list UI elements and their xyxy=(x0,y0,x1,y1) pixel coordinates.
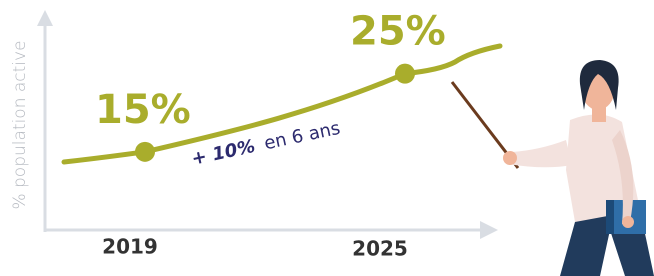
x-tick-label: 2025 xyxy=(352,237,408,261)
trend-lead xyxy=(64,152,145,162)
chart: % population active 15% 2019 25% 2025 + 10%… xyxy=(0,0,654,276)
x-tick-label: 2019 xyxy=(102,235,158,259)
value-label: 25% xyxy=(350,9,446,55)
y-axis-label: % population active xyxy=(10,40,30,209)
presenter-illustration xyxy=(452,60,654,276)
point xyxy=(135,142,155,162)
point xyxy=(395,64,415,84)
annotation-text: en 6 ans xyxy=(262,118,342,155)
value-label: 15% xyxy=(95,87,191,133)
x-axis-arrow xyxy=(480,221,498,239)
annotation: + 10% en 6 ans xyxy=(190,118,342,170)
y-axis-arrow xyxy=(37,10,53,26)
